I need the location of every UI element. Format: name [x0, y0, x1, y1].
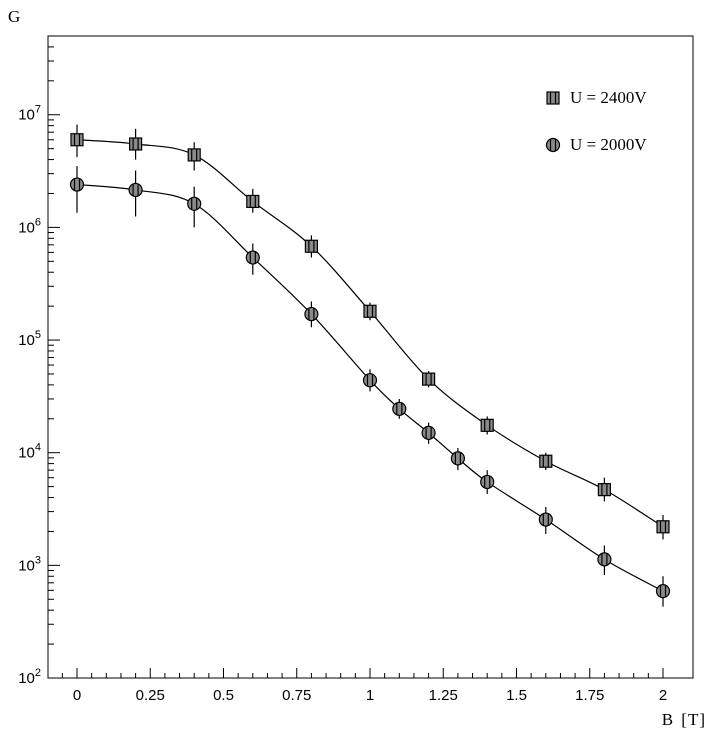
legend: U = 2400V U = 2000V: [545, 88, 647, 154]
x-tick-label: 0.25: [136, 687, 165, 704]
data-point-circle: [450, 451, 465, 466]
fit-curve-series-0: [76, 139, 664, 528]
y-axis-title: G: [8, 7, 20, 26]
data-point-square: [187, 148, 201, 162]
y-tick-label: 102: [18, 667, 41, 687]
data-point-square: [656, 520, 670, 534]
marker-square-body: [187, 148, 201, 162]
y-tick-label: 105: [18, 329, 41, 349]
x-tick-label: 0.5: [213, 687, 234, 704]
data-point-circle: [69, 177, 85, 192]
data-point-circle: [421, 425, 436, 440]
marker-circle-body: [362, 373, 378, 388]
y-axis: 102 103 104 105 106 107: [18, 35, 60, 687]
x-tick-label: 1: [366, 687, 374, 704]
marker-circle-body: [597, 552, 612, 567]
data-point-circle: [597, 552, 612, 567]
marker-square-body: [539, 454, 553, 468]
marker-circle-body: [245, 250, 260, 265]
plot-frame: [47, 35, 694, 679]
marker-square-body: [129, 137, 143, 151]
data-point-square: [422, 372, 436, 386]
data-point-circle: [362, 373, 378, 388]
y-tick-label: 107: [18, 104, 41, 124]
marker-square-body: [546, 91, 560, 105]
data-point-circle: [128, 182, 143, 198]
data-point-square: [597, 483, 612, 497]
data-point-circle: [655, 584, 671, 599]
legend-marker-square: [546, 91, 560, 105]
marker-circle-body: [480, 474, 495, 490]
data-points: [69, 124, 671, 607]
x-tick-label: 1.25: [429, 687, 458, 704]
data-point-circle: [245, 250, 260, 265]
legend-circle-icon: [545, 137, 561, 153]
data-point-square: [480, 418, 494, 432]
legend-square-icon: [546, 91, 560, 105]
x-tick-label: 1.75: [575, 687, 604, 704]
x-tick-label: 1.5: [506, 687, 527, 704]
marker-square-body: [70, 133, 84, 147]
y-tick-label: 103: [18, 554, 41, 574]
marker-circle-body: [392, 401, 407, 416]
x-axis-title: B [T]: [662, 710, 706, 729]
data-point-square: [304, 239, 318, 253]
data-point-circle: [480, 474, 495, 490]
marker-square-body: [304, 239, 318, 253]
data-point-circle: [304, 306, 319, 322]
marker-square-body: [246, 194, 260, 209]
data-point-square: [246, 194, 260, 209]
legend-label-2400v: U = 2400V: [570, 88, 647, 107]
marker-circle-body: [545, 137, 561, 153]
fit-curves: [76, 139, 664, 592]
legend-marker-circle: [545, 137, 561, 153]
x-tick-label: 2: [659, 687, 667, 704]
x-tick-label: 0: [73, 687, 81, 704]
marker-circle-body: [187, 196, 202, 211]
marker-circle-body: [69, 177, 85, 192]
marker-circle-body: [450, 451, 465, 466]
data-point-square: [539, 454, 553, 468]
marker-square-body: [422, 372, 436, 386]
y-tick-label: 104: [18, 442, 41, 462]
marker-circle-body: [655, 584, 671, 599]
marker-circle-body: [128, 182, 143, 198]
marker-circle-body: [304, 306, 319, 322]
y-tick-label: 106: [18, 216, 41, 236]
marker-square-body: [597, 483, 612, 497]
x-tick-label: 0.75: [282, 687, 311, 704]
data-point-circle: [392, 401, 407, 416]
data-point-square: [70, 133, 84, 147]
marker-square-body: [363, 304, 377, 318]
data-point-square: [363, 304, 377, 318]
x-axis: 0 0.25 0.5 0.75 1 1.25 1.5 1.75 2: [61, 668, 667, 704]
marker-square-body: [480, 418, 494, 432]
marker-square-body: [656, 520, 670, 534]
data-point-square: [129, 137, 143, 151]
marker-circle-body: [421, 425, 436, 440]
data-point-circle: [187, 196, 202, 211]
marker-circle-body: [538, 512, 553, 527]
data-point-circle: [538, 512, 553, 527]
legend-label-2000v: U = 2000V: [570, 135, 647, 154]
